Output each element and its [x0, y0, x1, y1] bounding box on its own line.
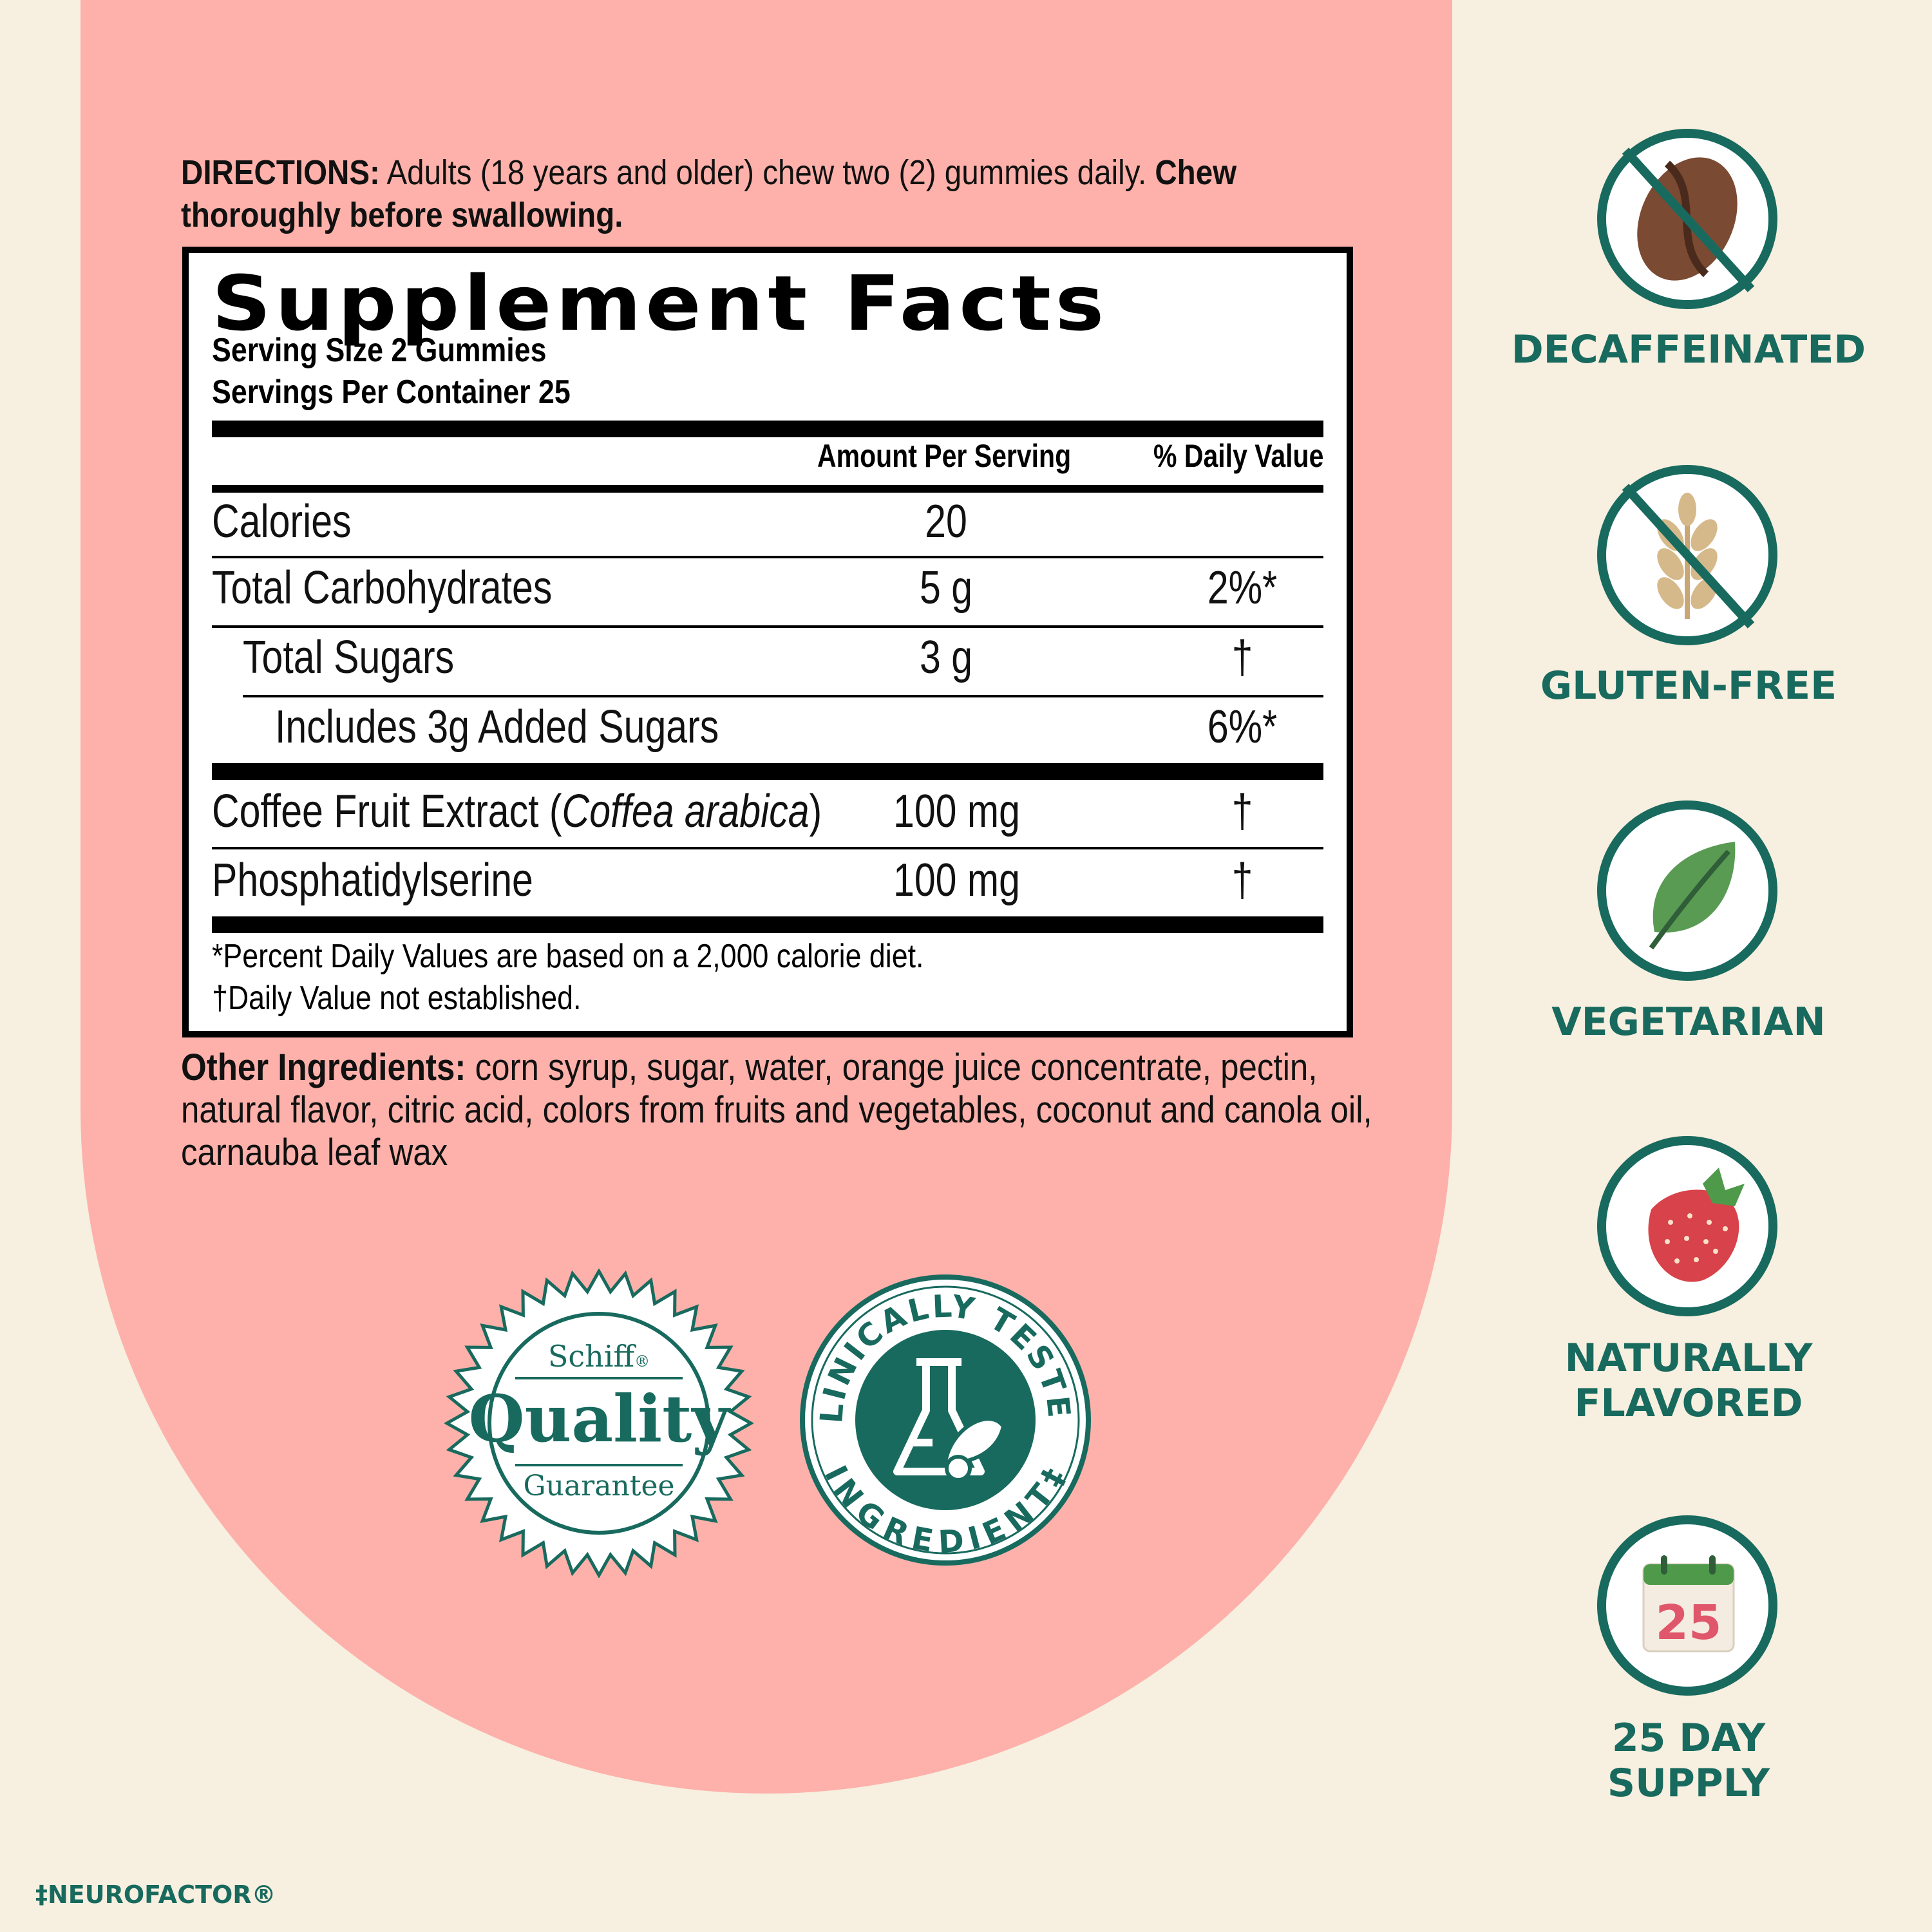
header-daily-value: % Daily Value	[1153, 438, 1323, 474]
row-divider	[212, 847, 1323, 849]
calendar-number: 25	[1656, 1595, 1722, 1651]
clinical-center-disc	[855, 1330, 1036, 1510]
row-dv-coffee-fruit-extract: †	[1231, 786, 1253, 837]
neurofactor-footnote: ‡NEUROFACTOR®	[35, 1880, 276, 1909]
row-amount-calories: 20	[925, 496, 967, 547]
row-divider	[212, 556, 1323, 558]
other-ingredients-line3: carnauba leaf wax	[181, 1132, 448, 1173]
flask-leaf-icon	[893, 1358, 1005, 1482]
other-ingredients-line2: natural flavor, citric acid, colors from…	[181, 1089, 1372, 1131]
clinically-tested-seal: CLINICALLY TESTED INGREDIENT‡	[797, 1272, 1091, 1566]
strawberry-circle	[1597, 1136, 1777, 1316]
directions-text: Adults (18 years and older) chew two (2)…	[379, 153, 1155, 192]
row-amount-coffee-fruit-extract: 100 mg	[893, 786, 1020, 837]
strawberry-icon	[1648, 1168, 1745, 1282]
seal-ring	[488, 1312, 710, 1535]
vegetarian-circle	[1597, 800, 1777, 981]
divider	[212, 485, 1323, 493]
leaf-icon	[1649, 842, 1736, 950]
row-name-added-sugars: Includes 3g Added Sugars	[275, 701, 719, 753]
row-dv-total-carbohydrates: 2%*	[1207, 562, 1278, 614]
decaf-label: DECAFFEINATED	[1511, 327, 1866, 372]
other-ingredients-line1: corn syrup, sugar, water, orange juice c…	[466, 1046, 1318, 1088]
serving-size: Serving Size 2 Gummies	[212, 332, 547, 369]
supplement-facts-panel: Supplement Facts Serving Size 2 Gummies …	[182, 247, 1353, 1037]
servings-per-container: Servings Per Container 25	[212, 374, 571, 411]
row-name-coffee-fruit-extract: Coffee Fruit Extract (Coffea arabica)	[212, 784, 822, 838]
coffee-name-prefix: Coffee Fruit Extract (	[212, 786, 562, 837]
row-divider	[243, 695, 1323, 697]
wheat-crossed-icon	[1622, 484, 1755, 629]
row-amount-phosphatidylserine: 100 mg	[893, 855, 1020, 906]
other-ingredients-label: Other Ingredients:	[181, 1046, 466, 1088]
directions-bold-2: thoroughly before swallowing.	[181, 196, 623, 234]
row-dv-total-sugars: †	[1231, 632, 1253, 683]
calendar-circle: 25	[1597, 1515, 1777, 1696]
calendar-icon: 25	[1642, 1555, 1735, 1653]
row-dv-phosphatidylserine: †	[1231, 855, 1253, 906]
gluten-label: GLUTEN-FREE	[1540, 663, 1837, 708]
supply-label: 25 DAY SUPPLY	[1495, 1716, 1882, 1806]
gluten-circle	[1597, 465, 1777, 645]
header-amount: Amount Per Serving	[817, 438, 1072, 474]
naturally-flavored-line1: NATURALLY	[1564, 1336, 1813, 1381]
directions: DIRECTIONS: Adults (18 years and older) …	[181, 151, 1371, 236]
row-amount-total-carbohydrates: 5 g	[919, 562, 973, 614]
supply-line2: SUPPLY	[1607, 1761, 1770, 1806]
naturally-flavored-line2: FLAVORED	[1574, 1381, 1803, 1426]
row-name-total-carbohydrates: Total Carbohydrates	[212, 562, 553, 614]
directions-label: DIRECTIONS:	[181, 153, 380, 192]
seal-schiff-text: Schiff	[548, 1339, 637, 1374]
footnote-dagger: †Daily Value not established.	[212, 980, 582, 1017]
vegetarian-label: VEGETARIAN	[1551, 999, 1826, 1045]
coffee-bean-crossed-icon	[1622, 147, 1755, 292]
seal-starburst	[444, 1269, 753, 1578]
seal-quality: Quality	[469, 1381, 732, 1457]
row-dv-added-sugars: 6%*	[1207, 701, 1278, 753]
naturally-flavored-label: NATURALLY FLAVORED	[1495, 1336, 1882, 1426]
row-name-phosphatidylserine: Phosphatidylserine	[212, 855, 533, 906]
thick-divider	[212, 421, 1323, 437]
row-divider	[212, 625, 1323, 628]
supplement-facts-title: Supplement Facts	[212, 259, 1108, 348]
supply-line1: 25 DAY	[1611, 1716, 1766, 1761]
footnote-daily-values: *Percent Daily Values are based on a 2,0…	[212, 938, 924, 975]
thick-divider	[212, 916, 1323, 933]
schiff-quality-guarantee-seal: Schiff® Quality Guarantee	[444, 1269, 753, 1578]
thick-divider	[212, 763, 1323, 780]
coffee-name-italic: Coffea arabica	[562, 786, 810, 837]
clinical-inner-ring	[811, 1285, 1080, 1555]
directions-bold-1: Chew	[1155, 153, 1237, 192]
row-name-total-sugars: Total Sugars	[243, 632, 455, 683]
row-amount-total-sugars: 3 g	[919, 632, 973, 683]
coffee-name-suffix: )	[809, 786, 822, 837]
other-ingredients: Other Ingredients: corn syrup, sugar, wa…	[181, 1046, 1372, 1174]
row-name-calories: Calories	[212, 496, 352, 547]
seal-schiff: Schiff®	[548, 1339, 650, 1374]
seal-guarantee: Guarantee	[523, 1470, 674, 1502]
decaf-circle	[1597, 129, 1777, 309]
seal-reg-mark: ®	[634, 1352, 650, 1370]
